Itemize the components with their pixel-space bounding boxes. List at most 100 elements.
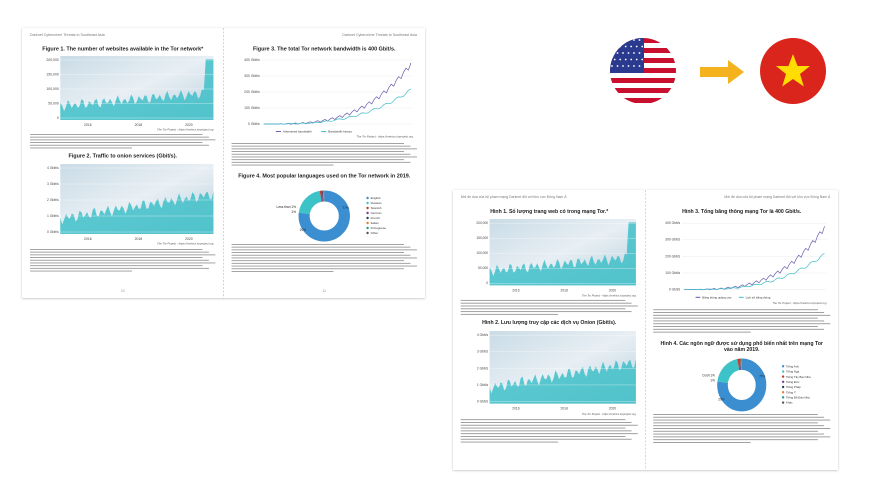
legend-label: Tiếng Tây Ban Nha	[786, 375, 811, 379]
text-line	[460, 430, 632, 432]
text-line	[231, 151, 404, 152]
y-tick-label: 150,000	[46, 72, 58, 76]
chart-area	[489, 222, 636, 286]
y-tick-label: 100,000	[476, 251, 488, 255]
chart-area	[60, 59, 214, 120]
text-line	[460, 313, 559, 315]
figure-title: vào năm 2019.	[724, 347, 760, 353]
text-line	[231, 159, 404, 161]
text-line	[653, 312, 825, 313]
legend-label: Tiếng Đức	[786, 380, 800, 384]
y-tick-label: 0 Gbit/s	[477, 399, 489, 403]
text-line	[653, 436, 831, 438]
text-line	[653, 317, 818, 319]
star	[611, 52, 613, 54]
donut-label: 77%	[342, 206, 349, 210]
legend-swatch	[275, 131, 281, 132]
header: Mối đe dọa của tội phạm mạng Darknet đối…	[724, 195, 830, 199]
text-line	[460, 438, 632, 440]
text-line	[653, 309, 818, 311]
legend-dot	[366, 206, 369, 210]
y-tick-label: 0 Gbit/s	[47, 230, 59, 234]
x-tick-label: 2020	[609, 288, 616, 292]
y-tick-label: 4 Gbit/s	[477, 333, 489, 337]
source: The Tor Project - https://metrics.torpro…	[357, 135, 414, 139]
y-tick-label: 300 Gbit/s	[244, 74, 260, 78]
source: The Tor Project - https://metrics.torpro…	[582, 412, 636, 416]
text-line	[653, 428, 831, 429]
text-line	[231, 249, 417, 251]
legend-dot	[366, 226, 369, 230]
donut-label: 1%	[710, 379, 715, 383]
y-tick-label: 0 Gbit/s	[248, 122, 260, 126]
legend-label: Lịch sử băng thông	[746, 295, 771, 299]
y-tick-label: 100 Gbit/s	[665, 271, 680, 275]
x-tick-label: 2016	[512, 288, 519, 292]
text-line	[231, 265, 417, 267]
donut-label: 1%	[291, 210, 296, 214]
header: Mối đe dọa của tội phạm mạng Darknet đối…	[461, 195, 567, 199]
document-spread: Mối đe dọa của tội phạm mạng Darknet đối…	[453, 190, 838, 470]
text-line	[460, 308, 626, 310]
y-tick-label: 50,000	[478, 266, 488, 270]
star	[611, 39, 613, 41]
x-tick-label: 2016	[84, 237, 92, 241]
text-line	[460, 433, 638, 435]
star	[630, 58, 633, 61]
y-tick-label: 1 Gbit/s	[47, 214, 59, 218]
arrow	[700, 60, 744, 84]
legend-label: Portuguese	[371, 226, 387, 230]
x-tick-label: 2016	[512, 407, 519, 411]
text-line	[653, 416, 825, 418]
y-tick-label: 0	[486, 281, 488, 285]
text-line	[460, 299, 626, 301]
header: Darknet Cybercrime Threats to Southeast …	[342, 33, 417, 37]
header: Darknet Cybercrime Threats to Southeast …	[30, 33, 105, 37]
legend-dot	[781, 385, 785, 389]
text-line	[30, 267, 209, 269]
source: The Tor Project - https://metrics.torpro…	[157, 128, 214, 132]
text-line	[231, 143, 404, 144]
x-tick-label: 2016	[84, 123, 92, 127]
star	[613, 45, 616, 48]
legend-label: Bandwidth history	[328, 129, 352, 133]
chart-image	[682, 219, 827, 292]
figure-title: Figure 3. The total Tor network bandwidt…	[253, 46, 396, 52]
star	[622, 39, 624, 41]
star	[616, 52, 619, 54]
text-line	[231, 145, 411, 147]
y-tick-label: 400 Gbit/s	[244, 58, 260, 62]
legend-label: Russian	[371, 201, 382, 205]
star	[633, 65, 635, 67]
legend-label: Other	[371, 231, 379, 235]
star	[622, 52, 624, 54]
legend-dot	[366, 216, 369, 220]
legend-label: Spanish	[371, 206, 382, 210]
y-tick-label: 2 Gbit/s	[477, 366, 489, 370]
text-line	[231, 252, 404, 253]
donut-segment	[717, 358, 767, 412]
y-tick-label: 200,000	[476, 221, 488, 225]
y-tick-label: 0	[57, 116, 59, 120]
text-line	[653, 419, 831, 421]
figure-title: Figure 2. Traffic to onion services (Gbi…	[68, 153, 177, 159]
y-tick-label: 3 Gbit/s	[477, 350, 489, 354]
legend-dot	[781, 370, 785, 373]
text-line	[30, 136, 209, 138]
figure-title: Hình 4. Các ngôn ngữ được sử dụng phổ bi…	[661, 340, 824, 347]
star	[613, 58, 616, 61]
y-tick-label: 100 Gbit/s	[244, 106, 260, 110]
donut-segment	[298, 190, 350, 242]
star	[624, 45, 627, 48]
text-line	[460, 302, 632, 304]
page-number: 10	[121, 289, 125, 293]
chart-area	[489, 358, 636, 404]
text-line	[653, 331, 751, 333]
star	[624, 58, 627, 61]
chart-image	[261, 56, 413, 126]
text-line	[460, 424, 638, 426]
text-line	[30, 262, 216, 264]
text-line	[30, 134, 203, 135]
legend-dot	[366, 201, 369, 205]
